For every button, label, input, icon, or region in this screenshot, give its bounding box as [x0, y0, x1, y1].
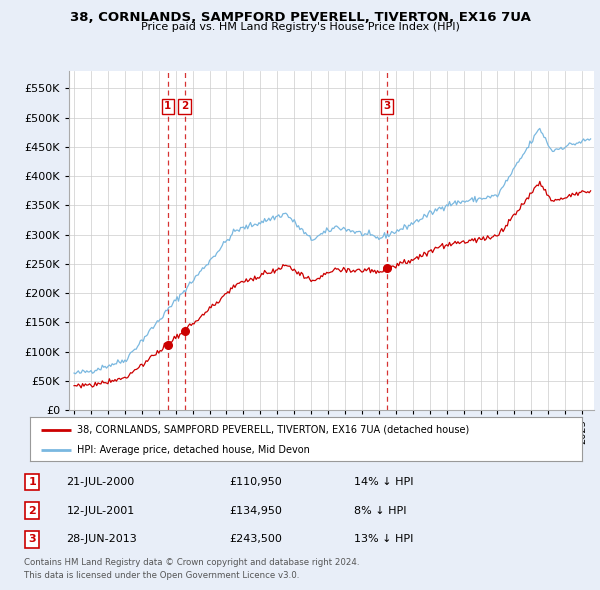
Text: £243,500: £243,500	[229, 535, 282, 545]
Text: 12-JUL-2001: 12-JUL-2001	[67, 506, 134, 516]
Text: £134,950: £134,950	[229, 506, 282, 516]
Text: Contains HM Land Registry data © Crown copyright and database right 2024.: Contains HM Land Registry data © Crown c…	[24, 558, 359, 566]
Text: 1: 1	[28, 477, 36, 487]
Text: 13% ↓ HPI: 13% ↓ HPI	[354, 535, 413, 545]
Text: 28-JUN-2013: 28-JUN-2013	[67, 535, 137, 545]
Text: 3: 3	[383, 101, 391, 112]
Text: 38, CORNLANDS, SAMPFORD PEVERELL, TIVERTON, EX16 7UA: 38, CORNLANDS, SAMPFORD PEVERELL, TIVERT…	[70, 11, 530, 24]
Text: HPI: Average price, detached house, Mid Devon: HPI: Average price, detached house, Mid …	[77, 445, 310, 455]
Text: 2: 2	[181, 101, 188, 112]
Text: £110,950: £110,950	[229, 477, 281, 487]
Text: 1: 1	[164, 101, 172, 112]
Text: Price paid vs. HM Land Registry's House Price Index (HPI): Price paid vs. HM Land Registry's House …	[140, 22, 460, 32]
Text: 14% ↓ HPI: 14% ↓ HPI	[354, 477, 414, 487]
Text: 8% ↓ HPI: 8% ↓ HPI	[354, 506, 407, 516]
Text: 3: 3	[28, 535, 36, 545]
Text: 38, CORNLANDS, SAMPFORD PEVERELL, TIVERTON, EX16 7UA (detached house): 38, CORNLANDS, SAMPFORD PEVERELL, TIVERT…	[77, 425, 469, 434]
Text: 21-JUL-2000: 21-JUL-2000	[67, 477, 134, 487]
Text: 2: 2	[28, 506, 36, 516]
Text: This data is licensed under the Open Government Licence v3.0.: This data is licensed under the Open Gov…	[24, 571, 299, 580]
